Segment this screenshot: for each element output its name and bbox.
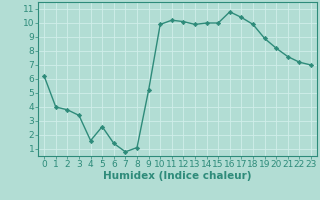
X-axis label: Humidex (Indice chaleur): Humidex (Indice chaleur) (103, 171, 252, 181)
